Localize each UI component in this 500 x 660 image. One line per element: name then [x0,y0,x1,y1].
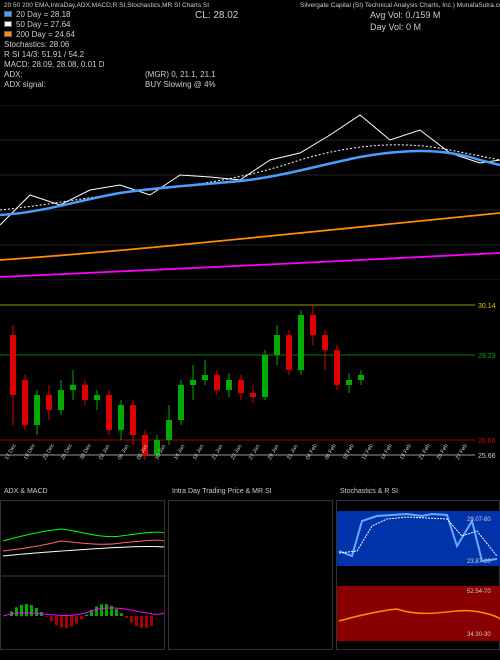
legend-swatch [4,21,12,27]
adx-macd-panel [0,500,165,650]
ema-chart [0,105,500,280]
day-vol: Day Vol: 0 M [370,22,421,32]
macd: MACD: 28.09, 28.08, 0.01 D [4,60,105,69]
stochastics-panel: 29.07-80 23.87-20 52.54-70 34.30-30 [336,500,500,650]
intraday-panel [168,500,333,650]
title-left: 20 50 200 EMA,IntraDay,ADX,MACD,R SI,Sto… [4,2,209,9]
ema20: 20 Day = 28.18 [16,10,70,19]
svg-text:29.23: 29.23 [478,353,496,360]
legend-swatch [4,31,12,37]
adx-label: ADX: [4,70,23,79]
avg-vol: Avg Vol: 0./159 M [370,10,440,20]
close-price: CL: 28.02 [195,10,238,21]
title-right: Silvergate Capital (SI) Technical Analys… [300,2,500,9]
svg-text:25.66: 25.66 [478,453,496,460]
panel2-title: Intra Day Trading Price & MR SI [172,488,272,495]
svg-text:26.66: 26.66 [478,438,496,445]
adx-signal-label: ADX signal: [4,80,46,89]
stochastics: Stochastics: 28.06 [4,40,69,49]
svg-text:29.07-80: 29.07-80 [467,517,491,523]
svg-text:30.14: 30.14 [478,303,496,310]
svg-text:52.54-70: 52.54-70 [467,589,491,595]
ema50: 50 Day = 27.64 [16,20,70,29]
svg-text:34.30-30: 34.30-30 [467,632,491,638]
adx-signal-val: BUY Slowing @ 4% [145,80,216,89]
ema200: 200 Day = 24.64 [16,30,75,39]
panel1-title: ADX & MACD [4,488,48,495]
svg-text:23.87-20: 23.87-20 [467,559,491,565]
adx-val: (MGR) 0, 21.1, 21.1 [145,70,216,79]
panel3-title: Stochastics & R SI [340,488,398,495]
legend-swatch [4,11,12,17]
candlestick-chart: 30.14 29.23 26.66 25.66 [0,285,500,470]
rsi: R SI 14/3: 51.91 / 54.2 [4,50,84,59]
